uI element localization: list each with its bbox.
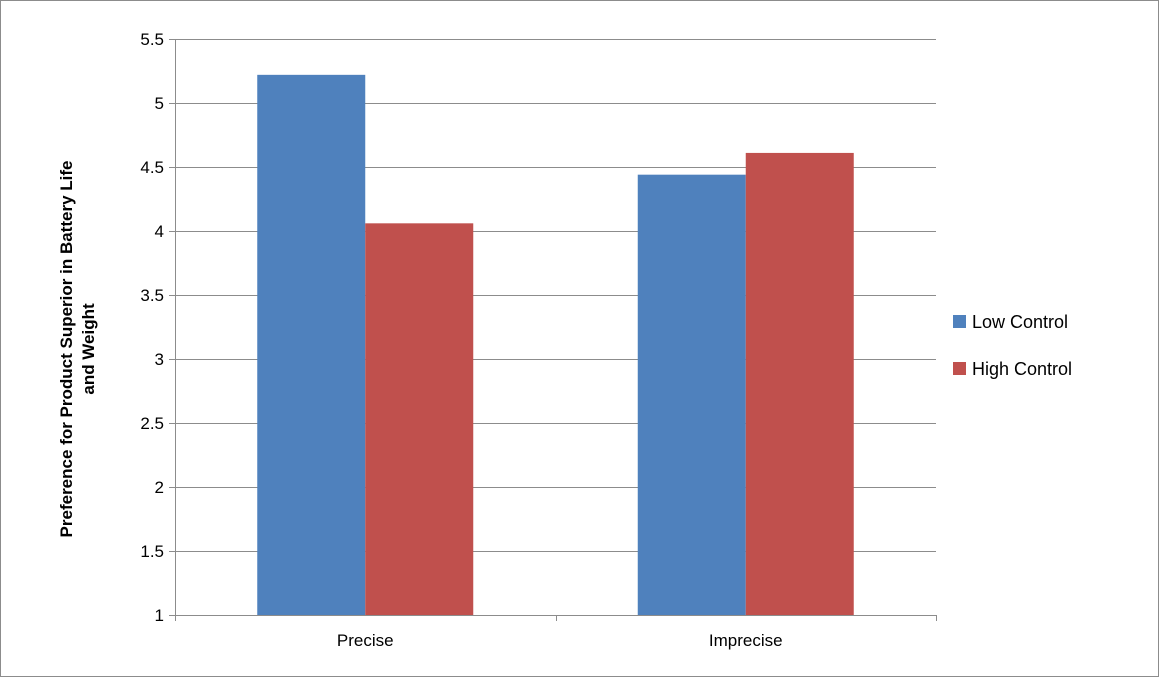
bar-high-control-precise [365, 223, 474, 615]
x-tick-label: Imprecise [709, 631, 783, 650]
y-tick-label: 4 [155, 222, 164, 241]
y-tick-label: 2 [155, 478, 164, 497]
legend-swatch-high-control [953, 362, 966, 375]
y-tick-label: 1 [155, 606, 164, 625]
legend-label-low-control: Low Control [972, 312, 1068, 332]
bars [257, 74, 854, 616]
y-tick-label: 2.5 [140, 414, 164, 433]
legend-label-high-control: High Control [972, 359, 1072, 379]
x-tick-label: Precise [337, 631, 394, 650]
y-tick-label: 1.5 [140, 542, 164, 561]
bar-low-control-precise [257, 74, 366, 616]
y-axis-title: Preference for Product Superior in Batte… [57, 161, 98, 538]
bar-low-control-imprecise [637, 174, 746, 615]
y-tick-label: 3 [155, 350, 164, 369]
y-tick-label: 5 [155, 94, 164, 113]
y-tick-labels: 1 1.5 2 2.5 3 3.5 4 4.5 5 5.5 [140, 30, 164, 625]
y-tick-label: 4.5 [140, 158, 164, 177]
legend-swatch-low-control [953, 315, 966, 328]
axes [169, 39, 937, 621]
y-tick-label: 3.5 [140, 286, 164, 305]
x-tick-labels: Precise Imprecise [337, 631, 783, 650]
y-tick-label: 5.5 [140, 30, 164, 49]
y-axis-title-line-2: and Weight [79, 303, 98, 395]
y-axis-title-line-1: Preference for Product Superior in Batte… [57, 161, 76, 538]
bar-high-control-imprecise [745, 152, 854, 616]
legend: Low Control High Control [953, 312, 1072, 379]
